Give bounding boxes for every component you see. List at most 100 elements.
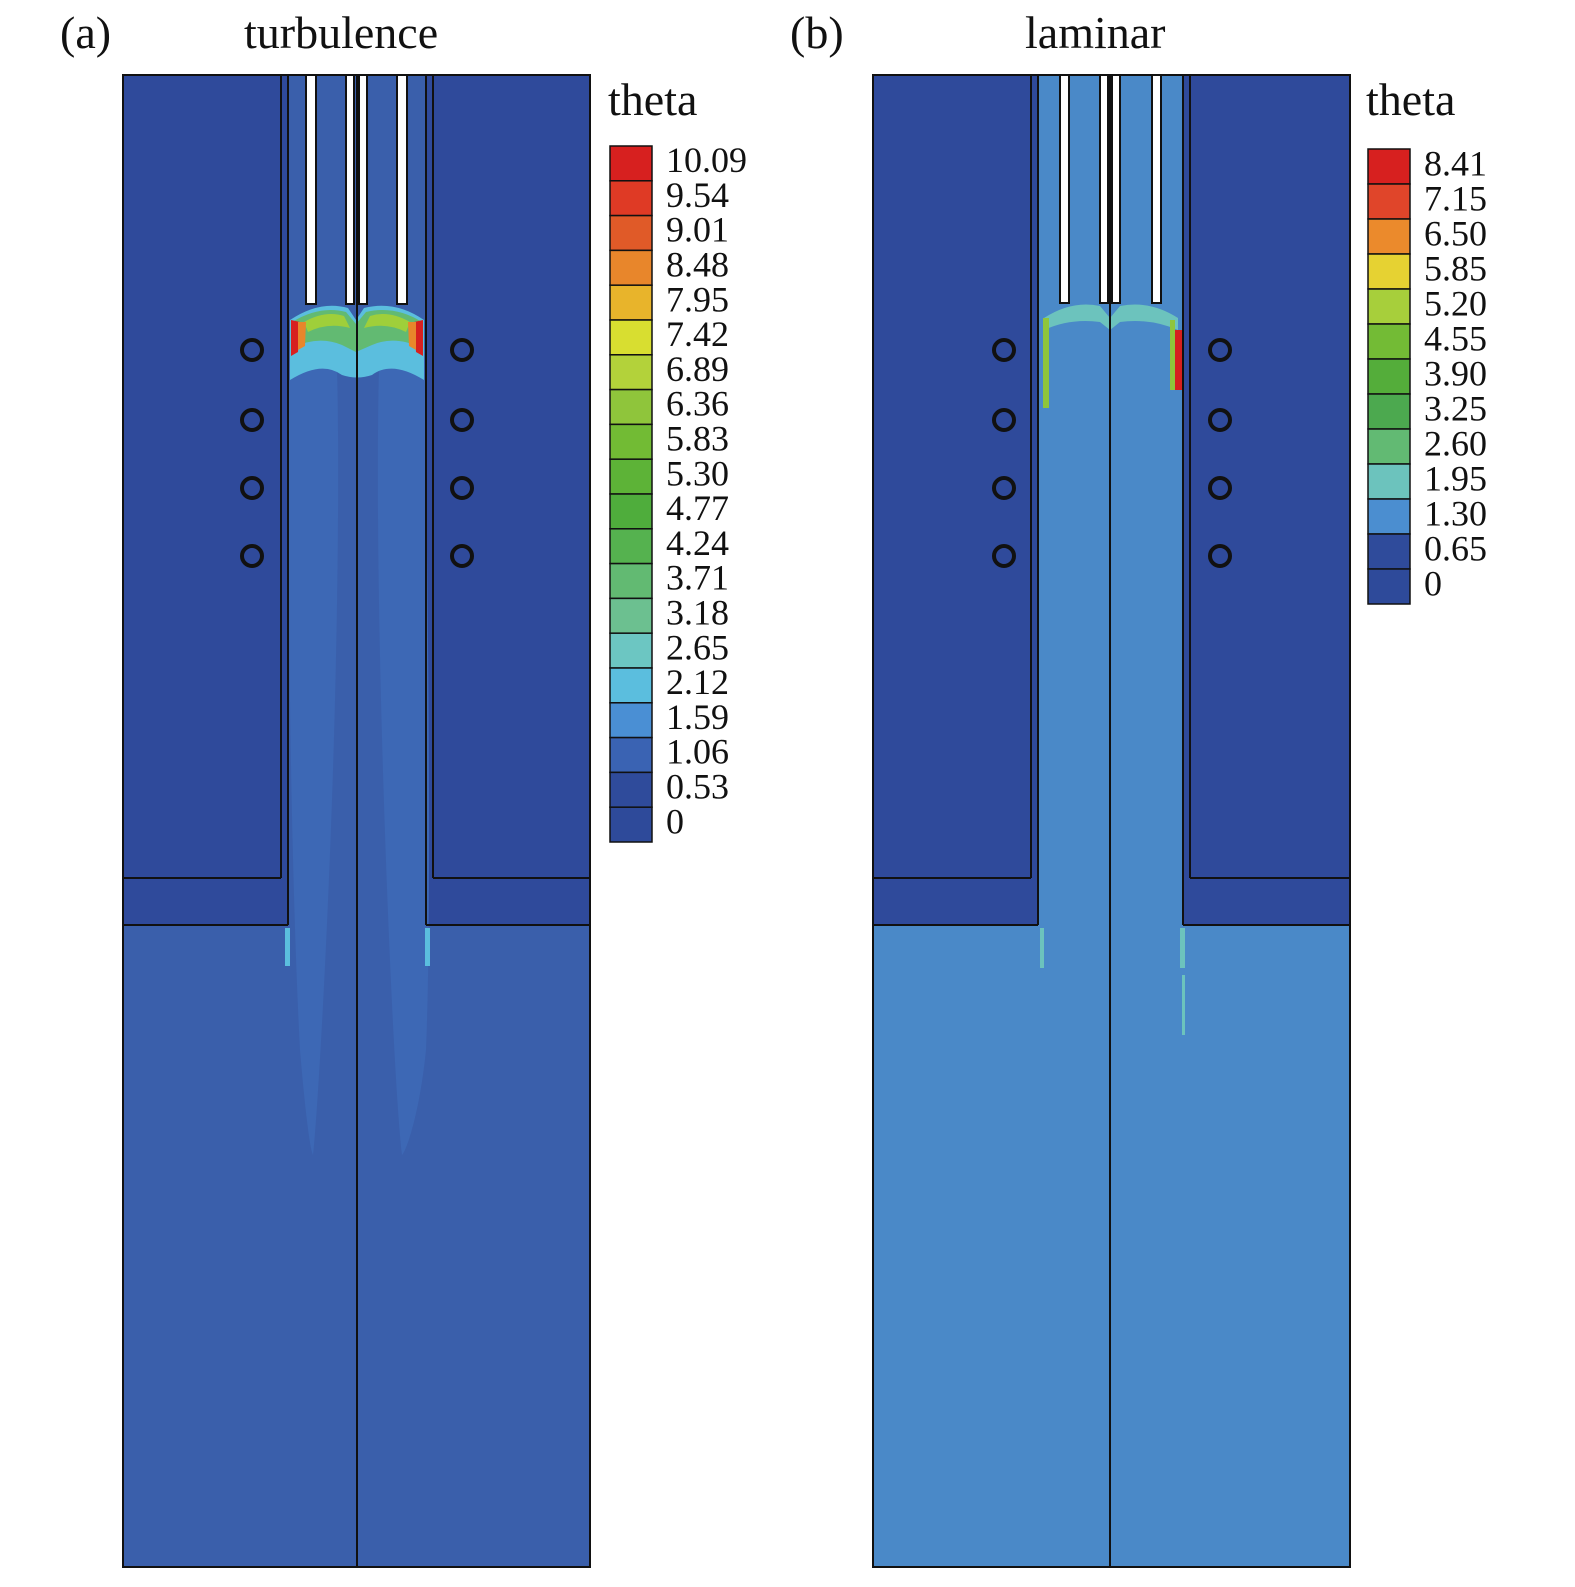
legend-level-label: 10.09 <box>666 140 747 180</box>
legend-swatch <box>1367 428 1411 465</box>
legend-swatch <box>609 249 653 286</box>
legend-level-label: 2.65 <box>666 627 729 667</box>
legend-swatch <box>1367 498 1411 535</box>
panel-b-legend-title: theta <box>1366 74 1455 125</box>
panel-b-border <box>872 74 1351 1568</box>
legend-swatch <box>1367 393 1411 430</box>
panel-a-title: turbulence <box>244 7 438 58</box>
panel-b-legend: 8.417.156.505.855.204.553.903.252.601.95… <box>1367 143 1487 605</box>
panel-b-tube-3 <box>1111 74 1121 304</box>
legend-level-label: 9.54 <box>666 175 729 215</box>
panel-a-left-plume <box>288 330 339 1155</box>
legend-level-label: 1.06 <box>666 732 729 772</box>
legend-swatch <box>1367 568 1411 605</box>
legend-swatch <box>609 145 653 182</box>
legend-swatch <box>1367 253 1411 290</box>
panel-a-cap-yellow-left <box>304 314 350 332</box>
legend-level-label: 5.30 <box>666 453 729 493</box>
legend-level-label: 5.85 <box>1424 248 1487 288</box>
panel-a-legend: 10.099.549.018.487.957.426.896.365.835.3… <box>609 140 747 843</box>
panel-b-ring <box>1208 544 1232 568</box>
legend-level-label: 3.18 <box>666 593 729 633</box>
panel-b-thin-streak <box>1182 975 1185 1035</box>
panel-b-ring <box>1208 338 1232 362</box>
panel-a-streak-right <box>425 928 430 966</box>
legend-level-label: 5.83 <box>666 419 729 459</box>
panel-a-warm-right <box>408 322 416 350</box>
legend-level-label: 7.42 <box>666 314 729 354</box>
legend-level-label: 6.36 <box>666 384 729 424</box>
panel-b-tube-1 <box>1059 74 1070 304</box>
legend-level-label: 6.50 <box>1424 213 1487 253</box>
panel-b-tag: (b) <box>790 7 844 58</box>
panel-a-ring <box>450 408 474 432</box>
legend-level-label: 4.55 <box>1424 318 1487 358</box>
legend-swatch <box>1367 533 1411 570</box>
legend-swatch <box>609 354 653 391</box>
legend-swatch <box>609 736 653 774</box>
legend-swatch <box>1367 218 1411 255</box>
panel-a-hot-left <box>291 320 300 356</box>
panel-a-tube-3 <box>358 74 368 305</box>
legend-level-label: 8.48 <box>666 245 729 285</box>
panel-b-ring <box>1208 408 1232 432</box>
panel-b-right-chamber <box>1183 75 1350 925</box>
legend-level-label: 6.89 <box>666 349 729 389</box>
legend-level-label: 7.15 <box>1424 178 1487 218</box>
legend-swatch <box>609 493 653 530</box>
legend-swatch <box>1367 148 1411 185</box>
panel-b-left-chamber <box>873 75 1038 925</box>
panel-b-title: laminar <box>1025 7 1166 58</box>
panel-b-ring <box>992 544 1016 568</box>
legend-swatch <box>609 632 653 669</box>
panel-a-hot-right <box>414 320 423 356</box>
legend-level-label: 8.41 <box>1424 143 1487 183</box>
panel-a-right-chamber <box>426 75 590 925</box>
legend-swatch <box>1367 358 1411 395</box>
panel-b-ring <box>1208 476 1232 500</box>
legend-swatch <box>609 702 653 739</box>
legend-level-label: 1.30 <box>1424 493 1487 533</box>
panel-a-tube-1 <box>305 74 317 305</box>
panel-a-left-chamber <box>123 75 288 925</box>
legend-level-label: 0 <box>1424 563 1442 603</box>
legend-level-label: 5.20 <box>1424 283 1487 323</box>
panel-a-ring <box>240 476 264 500</box>
legend-swatch <box>609 806 653 843</box>
panel-a-tag: (a) <box>60 7 111 58</box>
panel-a-domain <box>122 74 591 1568</box>
panel-b-ring <box>992 338 1016 362</box>
panel-a-right-plume <box>377 330 430 1155</box>
legend-swatch <box>1367 183 1411 220</box>
panel-a-ring <box>450 544 474 568</box>
legend-swatch <box>609 667 653 704</box>
panel-a-ring <box>450 338 474 362</box>
panel-b-streak-right <box>1170 320 1175 390</box>
legend-swatch <box>609 388 653 426</box>
panel-b-exit-streak-right <box>1180 928 1185 968</box>
panel-b-lower-region <box>873 925 1350 1567</box>
legend-swatch <box>609 423 653 460</box>
panel-a-ring <box>240 338 264 362</box>
panel-b-tube-4 <box>1151 74 1162 304</box>
legend-level-label: 3.71 <box>666 558 729 598</box>
panel-a-streak-left <box>285 928 290 966</box>
legend-swatch <box>1367 288 1411 325</box>
legend-level-label: 3.90 <box>1424 353 1487 393</box>
legend-swatch <box>609 458 653 495</box>
panel-b-ring <box>992 476 1016 500</box>
legend-level-label: 4.24 <box>666 523 729 563</box>
panel-b-hot-right <box>1175 330 1182 390</box>
legend-swatch <box>609 597 653 634</box>
panel-b-ring <box>992 408 1016 432</box>
legend-swatch <box>1367 323 1411 360</box>
panel-b-domain <box>872 74 1351 1568</box>
panel-a-ring <box>240 408 264 432</box>
legend-swatch <box>609 771 653 808</box>
legend-swatch <box>609 528 653 565</box>
panel-a-ring <box>450 476 474 500</box>
panel-b-tube-2 <box>1099 74 1109 304</box>
legend-level-label: 0 <box>666 801 684 841</box>
legend-level-label: 9.01 <box>666 210 729 250</box>
